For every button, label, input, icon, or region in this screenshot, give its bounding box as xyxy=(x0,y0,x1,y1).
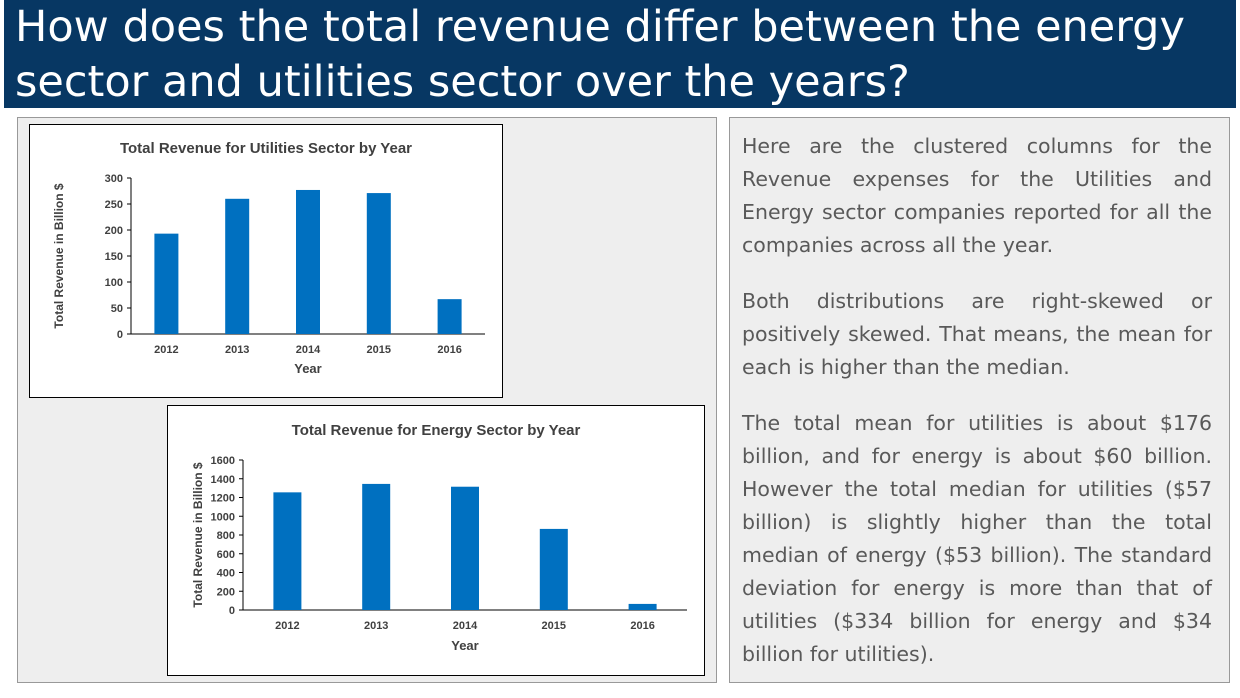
energy-x-tick-label: 2016 xyxy=(630,620,654,632)
energy-revenue-chart: Total Revenue for Energy Sector by Year 0… xyxy=(167,405,705,676)
utilities-x-tick-label: 2012 xyxy=(154,344,178,356)
energy-bar xyxy=(273,492,301,610)
utilities-bar xyxy=(438,299,462,334)
utilities-y-tick-label: 150 xyxy=(105,251,123,263)
energy-chart-title: Total Revenue for Energy Sector by Year xyxy=(292,422,581,439)
utilities-x-tick-label: 2013 xyxy=(225,344,249,356)
energy-bar xyxy=(540,529,568,610)
utilities-revenue-chart: Total Revenue for Utilities Sector by Ye… xyxy=(29,124,503,398)
energy-x-tick-label: 2014 xyxy=(453,620,478,632)
utilities-bar xyxy=(225,199,249,334)
energy-x-tick-label: 2013 xyxy=(364,620,388,632)
energy-chart-svg: Total Revenue for Energy Sector by Year 0… xyxy=(168,406,704,675)
energy-x-tick-label: 2012 xyxy=(275,620,299,632)
bottom-edge xyxy=(0,693,1240,698)
energy-bar xyxy=(451,487,479,610)
summary-paragraph-1: Here are the clustered columns for the R… xyxy=(742,130,1212,262)
energy-y-tick-label: 400 xyxy=(217,568,235,580)
energy-y-tick-label: 1000 xyxy=(211,511,235,523)
energy-y-axis-title: Total Revenue in Billion $ xyxy=(191,462,205,607)
energy-y-tick-label: 600 xyxy=(217,549,235,561)
utilities-y-tick-label: 250 xyxy=(105,199,123,211)
utilities-y-axis-title: Total Revenue in Billion $ xyxy=(52,183,66,328)
energy-y-tick-label: 1600 xyxy=(211,455,235,467)
utilities-bar xyxy=(296,190,320,334)
utilities-x-axis-title: Year xyxy=(294,361,321,376)
utilities-y-tick-label: 200 xyxy=(105,225,123,237)
energy-y-tick-label: 1200 xyxy=(211,493,235,505)
energy-y-tick-label: 800 xyxy=(217,530,235,542)
summary-panel: Here are the clustered columns for the R… xyxy=(729,117,1230,683)
slide-header: How does the total revenue differ betwee… xyxy=(0,0,1240,108)
utilities-y-tick-label: 100 xyxy=(105,277,123,289)
utilities-x-tick-label: 2016 xyxy=(437,344,461,356)
utilities-x-tick-label: 2015 xyxy=(367,344,391,356)
utilities-chart-svg: Total Revenue for Utilities Sector by Ye… xyxy=(30,125,502,397)
energy-y-tick-label: 200 xyxy=(217,586,235,598)
energy-bar xyxy=(362,484,390,610)
energy-y-tick-label: 1400 xyxy=(211,474,235,486)
utilities-x-tick-label: 2014 xyxy=(296,344,321,356)
slide-title: How does the total revenue differ betwee… xyxy=(15,0,1215,110)
utilities-bar xyxy=(367,193,391,334)
energy-bar xyxy=(629,604,657,610)
summary-paragraph-2: Both distributions are right-skewed or p… xyxy=(742,285,1212,384)
utilities-chart-title: Total Revenue for Utilities Sector by Ye… xyxy=(120,140,412,157)
utilities-y-tick-label: 300 xyxy=(105,173,123,185)
energy-x-axis-title: Year xyxy=(451,638,478,653)
summary-paragraph-3: The total mean for utilities is about $1… xyxy=(742,407,1212,671)
utilities-bar xyxy=(154,234,178,334)
energy-x-tick-label: 2015 xyxy=(542,620,566,632)
utilities-y-tick-label: 0 xyxy=(117,329,123,341)
energy-y-tick-label: 0 xyxy=(229,605,235,617)
utilities-y-tick-label: 50 xyxy=(111,303,123,315)
